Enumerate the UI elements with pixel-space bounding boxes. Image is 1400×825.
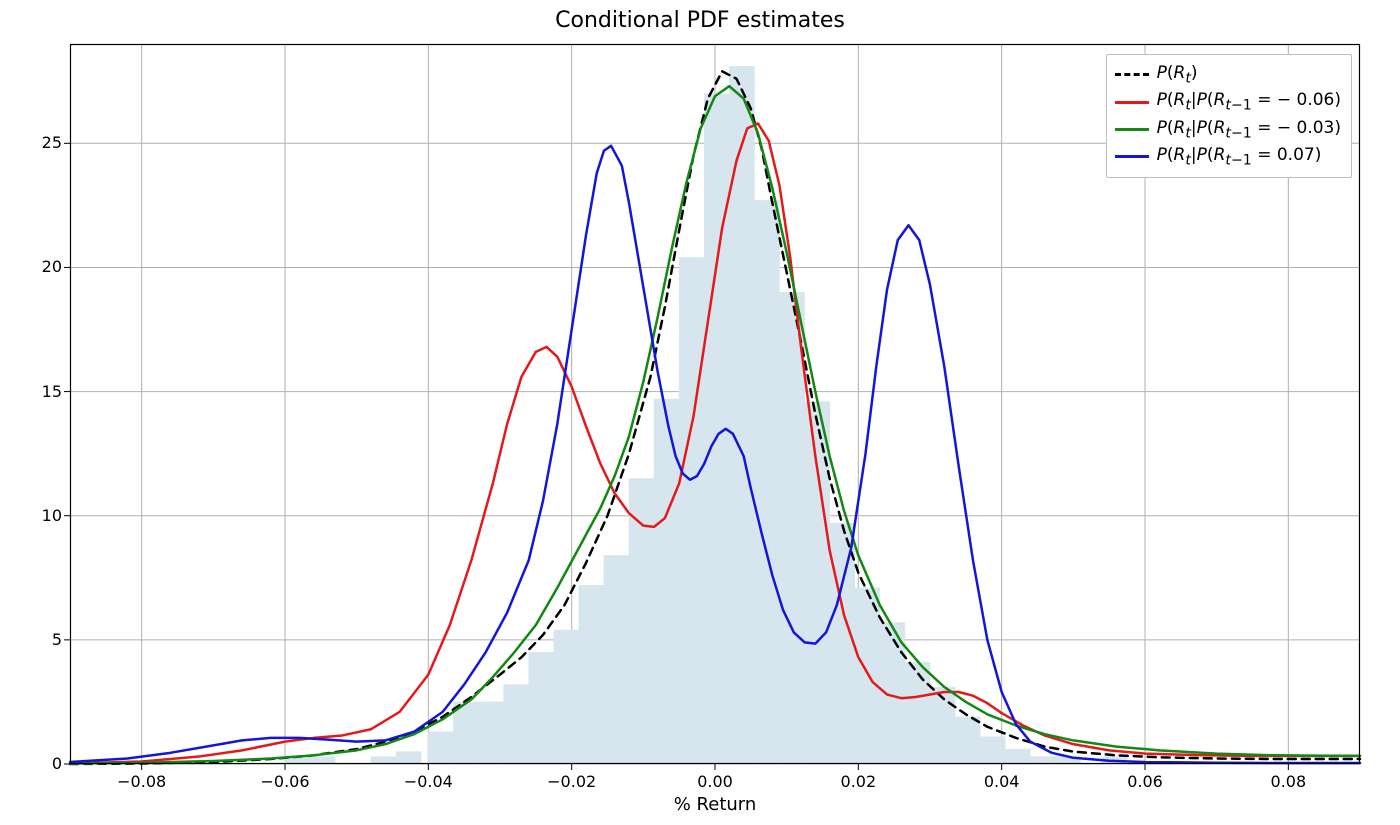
histogram-bar: [679, 258, 704, 764]
x-tick-label: 0.04: [984, 772, 1020, 791]
histogram-bar: [529, 652, 554, 764]
legend-item: P(Rt): [1115, 61, 1341, 88]
histogram-bar: [830, 523, 855, 764]
x-tick-label: −0.02: [547, 772, 596, 791]
x-tick-label: 0.06: [1127, 772, 1163, 791]
histogram-bar: [396, 752, 421, 764]
x-tick-label: −0.08: [117, 772, 166, 791]
y-tick-label: 0: [12, 754, 62, 773]
y-tick-label: 20: [12, 257, 62, 276]
histogram-bar: [905, 662, 930, 764]
histogram-bar: [754, 200, 779, 764]
x-tick-label: 0.00: [697, 772, 733, 791]
histogram-bar: [1005, 749, 1030, 764]
x-tick-label: −0.04: [404, 772, 453, 791]
histogram-bar: [980, 737, 1005, 764]
histogram-bar: [428, 732, 453, 764]
histogram-bar: [504, 685, 529, 764]
legend-item: P(Rt|P(Rt−1 = 0.07): [1115, 143, 1341, 170]
histogram-bar: [604, 555, 629, 764]
y-tick-label: 15: [12, 382, 62, 401]
legend-label: P(Rt|P(Rt−1 = − 0.06): [1157, 90, 1341, 113]
chart-title: Conditional PDF estimates: [0, 8, 1400, 33]
legend-label: P(Rt): [1157, 63, 1198, 86]
histogram-bar: [780, 292, 805, 764]
histogram-bar: [805, 402, 830, 764]
histogram-bar: [453, 702, 478, 764]
y-tick-label: 25: [12, 133, 62, 152]
histogram-bar: [310, 757, 335, 764]
legend-label: P(Rt|P(Rt−1 = 0.07): [1157, 145, 1322, 168]
histogram-bar: [855, 588, 880, 764]
x-axis-label: % Return: [70, 794, 1360, 815]
legend-swatch: [1115, 155, 1149, 158]
histogram-bar: [629, 478, 654, 764]
legend-swatch: [1115, 101, 1149, 104]
histogram-bar: [1030, 757, 1055, 764]
histogram-bar: [955, 717, 980, 764]
legend-label: P(Rt|P(Rt−1 = − 0.03): [1157, 118, 1341, 141]
legend-swatch: [1115, 73, 1149, 76]
legend-swatch: [1115, 128, 1149, 131]
x-tick-label: 0.02: [841, 772, 877, 791]
y-tick-label: 5: [12, 630, 62, 649]
histogram-bar: [554, 630, 579, 764]
histogram-bar: [579, 585, 604, 764]
histogram-bar: [479, 702, 504, 764]
histogram-bar: [371, 757, 396, 764]
legend-item: P(Rt|P(Rt−1 = − 0.03): [1115, 116, 1341, 143]
x-tick-label: −0.06: [260, 772, 309, 791]
chart-container: Conditional PDF estimates % Return P(Rt)…: [0, 0, 1400, 825]
legend-item: P(Rt|P(Rt−1 = − 0.06): [1115, 88, 1341, 115]
y-tick-label: 10: [12, 506, 62, 525]
legend: P(Rt) P(Rt|P(Rt−1 = − 0.06) P(Rt|P(Rt−1 = …: [1106, 54, 1352, 178]
x-tick-label: 0.08: [1271, 772, 1307, 791]
